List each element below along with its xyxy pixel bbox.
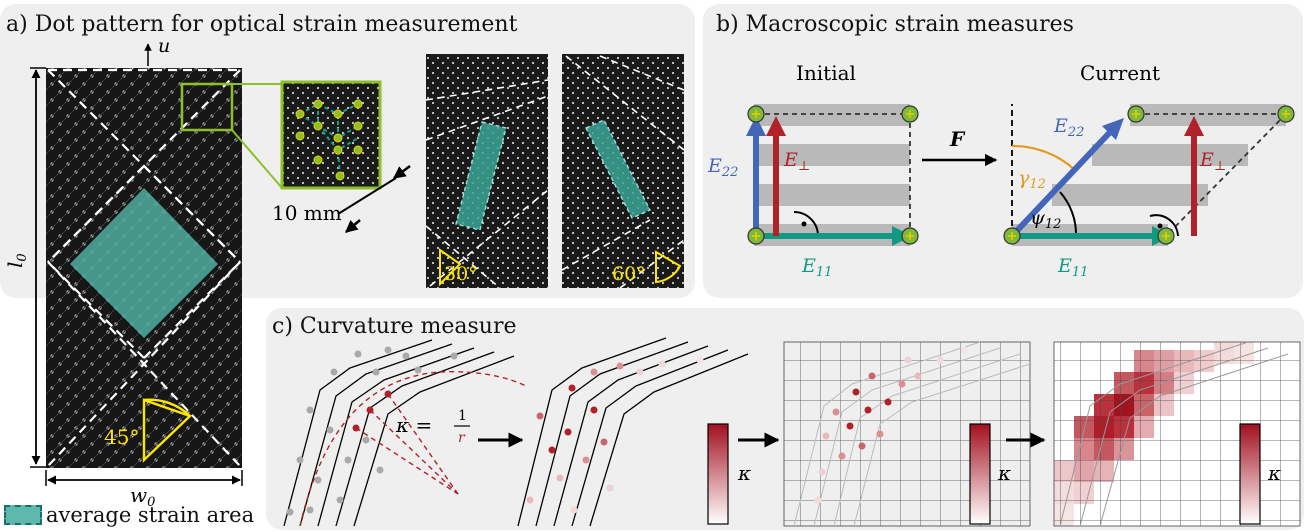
zoom-region-box bbox=[180, 82, 234, 132]
current-label: Current bbox=[1080, 61, 1160, 85]
specimen-60deg: 60° bbox=[561, 54, 685, 289]
current-E22-arrow bbox=[1009, 118, 1124, 239]
angle-45-label: 45° bbox=[104, 425, 139, 449]
colorbar-2 bbox=[969, 423, 991, 525]
strain-area-diamond bbox=[70, 188, 218, 338]
kappa-equation: κ = bbox=[395, 413, 432, 437]
panel-c-title: c) Curvature measure bbox=[272, 314, 517, 339]
initial-E11-label: E11 bbox=[801, 255, 832, 280]
kappa-denominator: r bbox=[458, 430, 466, 446]
current-E22-label: E22 bbox=[1053, 115, 1084, 140]
dots-stage1 bbox=[286, 346, 458, 516]
current-E11-label: E11 bbox=[1057, 255, 1088, 280]
legend: average strain area bbox=[4, 503, 254, 527]
angle-60-label: 60° bbox=[612, 263, 646, 285]
specimen-30deg: 30° bbox=[425, 54, 549, 289]
panel-b-title: b) Macroscopic strain measures bbox=[716, 12, 1074, 37]
zoom-inset bbox=[280, 80, 382, 190]
grid-stage3 bbox=[783, 341, 1031, 527]
current-Eperp-arrow bbox=[1184, 116, 1204, 236]
initial-label: Initial bbox=[796, 61, 856, 85]
deformation-F-label: F bbox=[949, 127, 966, 151]
psi-label: ψ12 bbox=[1030, 207, 1061, 232]
initial-Eperp-arrow bbox=[766, 116, 786, 236]
curvature-radius-lines bbox=[299, 370, 527, 527]
panel-a-title: a) Dot pattern for optical strain measur… bbox=[6, 12, 518, 37]
legend-label: average strain area bbox=[46, 503, 255, 527]
colorbar-2-label: κ bbox=[997, 461, 1011, 485]
initial-E22-arrow bbox=[746, 116, 766, 236]
angle-30-label: 30° bbox=[444, 263, 478, 285]
current-Eperp-label: E⊥ bbox=[1199, 149, 1226, 174]
label-l0: l0 bbox=[3, 253, 30, 268]
kappa-numerator: 1 bbox=[458, 408, 467, 424]
initial-Eperp-label: E⊥ bbox=[783, 149, 810, 174]
colorbar-1-label: κ bbox=[737, 461, 751, 485]
initial-E22-label: E22 bbox=[707, 155, 738, 180]
label-u: u bbox=[158, 35, 170, 57]
gamma-label: γ12 bbox=[1018, 167, 1046, 192]
legend-swatch bbox=[4, 505, 42, 525]
label-w0: w0 bbox=[130, 483, 155, 510]
colorbar-3-label: κ bbox=[1267, 461, 1281, 485]
colorbar-3 bbox=[1239, 423, 1261, 525]
colorbar-1 bbox=[707, 423, 729, 525]
grid-stage4 bbox=[1053, 341, 1301, 527]
dots-stage2 bbox=[526, 356, 704, 514]
scale-bar-label: 10 mm bbox=[272, 201, 342, 225]
main-specimen: 45° bbox=[46, 68, 242, 468]
scale-bar bbox=[337, 177, 397, 215]
